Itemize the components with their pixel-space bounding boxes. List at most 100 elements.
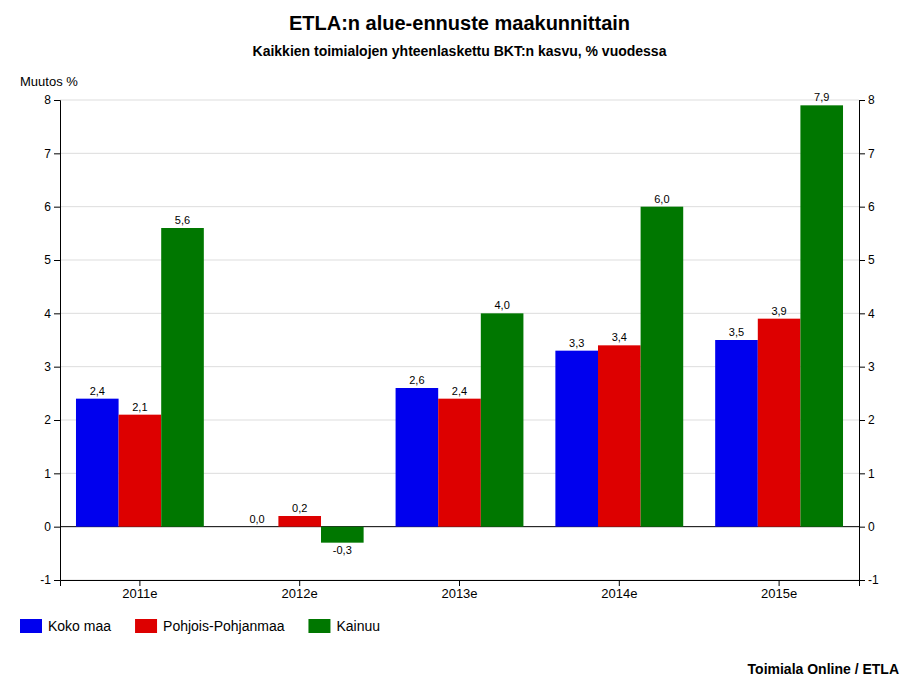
x-tick-mark: [299, 580, 300, 586]
bar: [119, 415, 162, 527]
y2-tick-label: 2: [868, 413, 875, 427]
y2-tick: 0: [859, 520, 875, 534]
legend-item: Pohjois-Pohjanmaa: [135, 618, 285, 634]
legend-swatch: [135, 619, 157, 633]
data-label: 3,3: [569, 337, 584, 349]
x-tick-mark: [459, 580, 460, 586]
y2-tick-mark: [859, 153, 865, 154]
data-label: 2,4: [90, 385, 105, 397]
y-tick-mark: [54, 367, 60, 368]
bar: [641, 207, 684, 527]
y-tick-mark: [54, 420, 60, 421]
bar: [236, 526, 279, 527]
x-tick-label: 2013e: [441, 586, 477, 601]
bar: [321, 527, 364, 543]
y2-tick: 3: [859, 360, 875, 374]
y2-axis: -1 0 1 2 3 4 5 6 7 8: [859, 93, 879, 587]
data-label: 3,9: [771, 305, 786, 317]
x-tick: 2012e: [282, 580, 318, 601]
legend-item: Koko maa: [20, 618, 111, 634]
bar: [758, 319, 801, 527]
y2-tick-label: 8: [868, 93, 875, 107]
grid: [60, 100, 859, 580]
bar: [715, 340, 758, 527]
x-tick: 2011e: [122, 580, 157, 601]
x-tick-label: 2011e: [122, 586, 157, 601]
y-tick: 3: [44, 360, 60, 374]
y-tick-label: 2: [44, 413, 51, 427]
y2-tick: 8: [859, 93, 875, 107]
data-label: 0,2: [292, 502, 307, 514]
y2-tick: 2: [859, 413, 875, 427]
y-tick-label: 6: [44, 200, 51, 214]
x-tick: 2015e: [761, 580, 797, 601]
y-tick-mark: [54, 207, 60, 208]
x-tick: 2014e: [601, 580, 637, 601]
y2-tick: 7: [859, 147, 875, 161]
y2-tick: -1: [859, 573, 879, 587]
y-tick: 0: [44, 520, 60, 534]
y-tick-mark: [54, 100, 60, 101]
y-tick-label: 8: [44, 93, 51, 107]
y2-tick: 5: [859, 253, 875, 267]
title: ETLA:n alue-ennuste maakunnittain: [289, 12, 630, 34]
y-tick-mark: [54, 313, 60, 314]
grid-line: [60, 100, 859, 101]
data-label: 5,6: [175, 214, 190, 226]
y-tick-label: 3: [44, 360, 51, 374]
subtitle: Kaikkien toimialojen yhteenlaskettu BKT:…: [253, 43, 667, 59]
y-axis: -1 0 1 2 3 4 5 6 7 8: [40, 93, 60, 587]
chart: ETLA:n alue-ennuste maakunnittain Kaikkie…: [0, 0, 919, 690]
data-label: 0,0: [249, 513, 264, 525]
y-tick: -1: [40, 573, 60, 587]
x-tick-mark: [779, 580, 780, 586]
y2-tick-label: 3: [868, 360, 875, 374]
bar: [76, 399, 119, 527]
data-label: 3,4: [612, 331, 627, 343]
legend: Koko maa Pohjois-Pohjanmaa Kainuu: [20, 618, 380, 634]
y2-tick-mark: [859, 420, 865, 421]
data-label: 3,5: [729, 326, 744, 338]
y2-tick-mark: [859, 207, 865, 208]
legend-item: Kainuu: [308, 618, 380, 634]
y-tick-label: -1: [40, 573, 51, 587]
y2-tick-label: 1: [868, 467, 875, 481]
x-tick: 2013e: [441, 580, 477, 601]
data-label: 2,4: [452, 385, 467, 397]
y2-tick-label: 6: [868, 200, 875, 214]
y2-tick-label: 7: [868, 147, 875, 161]
y-tick-label: 4: [44, 307, 51, 321]
x-tick-mark: [619, 580, 620, 586]
y-axis-title: Muutos %: [20, 74, 78, 89]
x-tick-mark: [139, 580, 140, 586]
y2-tick: 6: [859, 200, 875, 214]
y-tick: 6: [44, 200, 60, 214]
x-axis-line: [61, 581, 860, 587]
annotation: Toimiala Online / ETLA: [748, 661, 899, 677]
data-label: -0,3: [333, 544, 352, 556]
data-label: 2,1: [132, 401, 147, 413]
y-tick: 7: [44, 147, 60, 161]
x-tick-label: 2014e: [601, 586, 637, 601]
y2-tick-label: 5: [868, 253, 875, 267]
y2-tick-label: -1: [868, 573, 879, 587]
legend-label: Pohjois-Pohjanmaa: [163, 618, 285, 634]
data-label: 7,9: [814, 91, 829, 103]
y-tick: 2: [44, 413, 60, 427]
bar: [800, 105, 843, 526]
legend-label: Koko maa: [48, 618, 111, 634]
grid-line: [60, 153, 859, 154]
legend-swatch: [308, 619, 330, 633]
y-tick: 8: [44, 93, 60, 107]
y2-tick-mark: [859, 313, 865, 314]
y2-tick-mark: [859, 100, 865, 101]
data-label: 6,0: [654, 193, 669, 205]
y-tick: 5: [44, 253, 60, 267]
x-tick-label: 2015e: [761, 586, 797, 601]
x-axis: 2011e 2012e 2013e 2014e 2015e: [61, 580, 860, 601]
y2-tick-label: 4: [868, 307, 875, 321]
data-label: 2,6: [409, 374, 424, 386]
bar: [481, 313, 524, 526]
y-tick-label: 5: [44, 253, 51, 267]
y-tick: 1: [44, 467, 60, 481]
